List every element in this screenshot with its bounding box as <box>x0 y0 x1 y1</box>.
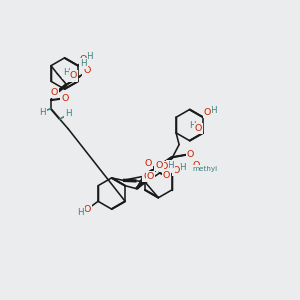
Text: H: H <box>86 52 93 61</box>
Text: H: H <box>77 208 84 217</box>
Text: O: O <box>173 166 180 175</box>
Text: O: O <box>195 124 202 133</box>
Text: methyl: methyl <box>192 166 218 172</box>
Text: O: O <box>160 162 167 171</box>
Text: O: O <box>51 88 58 97</box>
Text: H: H <box>65 109 72 118</box>
Text: O: O <box>83 205 90 214</box>
Text: O: O <box>144 172 151 181</box>
Text: H: H <box>189 121 196 130</box>
Text: O: O <box>61 94 69 103</box>
Text: O: O <box>204 108 211 117</box>
Text: O: O <box>145 159 152 168</box>
Text: O: O <box>80 55 87 64</box>
Text: O: O <box>83 66 90 75</box>
Text: H: H <box>210 106 217 115</box>
Text: H: H <box>39 108 46 117</box>
Text: O: O <box>70 71 77 80</box>
Text: O: O <box>187 150 194 159</box>
Text: H: H <box>80 59 86 68</box>
Text: H: H <box>179 163 186 172</box>
Text: O: O <box>163 171 170 180</box>
Text: O: O <box>147 172 154 181</box>
Text: O: O <box>192 161 200 170</box>
Text: H: H <box>63 68 70 77</box>
Text: O: O <box>156 160 163 169</box>
Text: H: H <box>167 161 174 170</box>
